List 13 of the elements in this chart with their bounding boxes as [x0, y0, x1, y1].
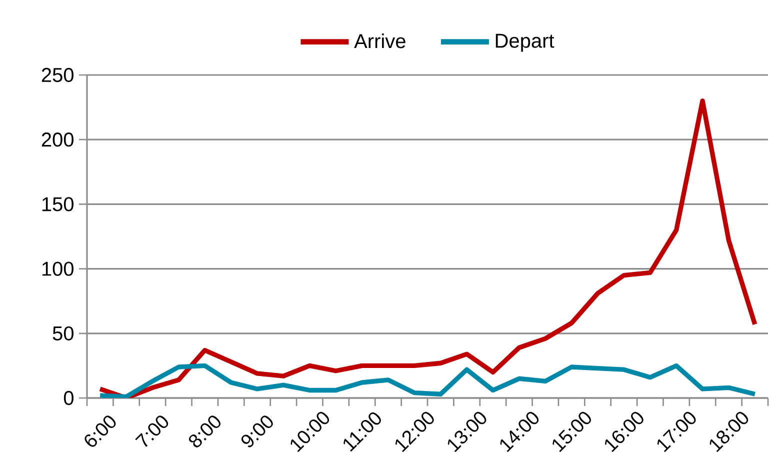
legend-label: Arrive [354, 34, 406, 48]
x-tick-label: 9:00 [241, 416, 273, 448]
y-tick-label: 150 [42, 197, 74, 212]
x-tick-label: 6:00 [84, 416, 116, 447]
y-tick-label: 200 [42, 132, 74, 147]
y-tick-label: 100 [42, 262, 74, 276]
y-tick-label: 250 [42, 68, 74, 82]
legend-label: Depart [496, 34, 554, 52]
y-tick-label: 50 [52, 326, 74, 340]
x-tick-label: 7:00 [135, 416, 168, 447]
line-series [98, 363, 758, 398]
y-tick-label: 0 [64, 390, 74, 406]
x-tick-label: 8:00 [188, 416, 220, 448]
